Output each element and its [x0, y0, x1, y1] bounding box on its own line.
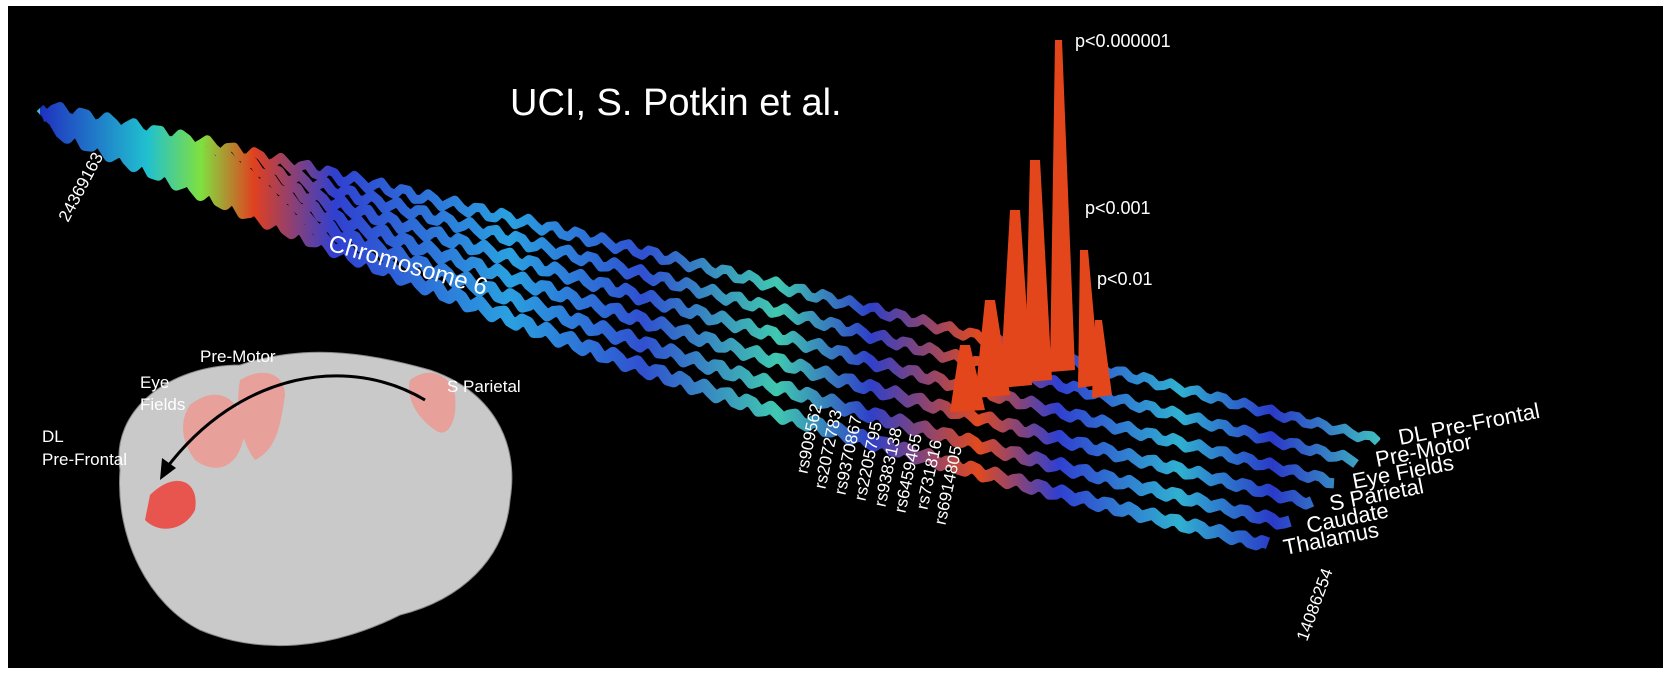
- significance-label: p<0.001: [1085, 198, 1151, 218]
- brain-label: Pre-Frontal: [42, 450, 127, 469]
- brain-label: DL: [42, 427, 64, 446]
- brain-label: Fields: [140, 395, 185, 414]
- significance-label: p<0.01: [1097, 269, 1153, 289]
- title: UCI, S. Potkin et al.: [510, 82, 842, 124]
- brain-label: Pre-Motor: [200, 347, 276, 366]
- significance-label: p<0.000001: [1075, 31, 1171, 51]
- page: UCI, S. Potkin et al. p<0.000001 p<0.001…: [0, 0, 1671, 675]
- brain-label: Eye: [140, 373, 169, 392]
- brain-label: S Parietal: [447, 377, 521, 396]
- figure: UCI, S. Potkin et al. p<0.000001 p<0.001…: [0, 0, 1671, 675]
